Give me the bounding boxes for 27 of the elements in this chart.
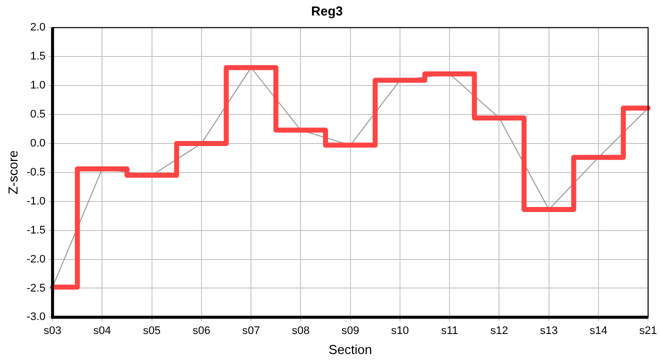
x-axis-title: Section xyxy=(328,342,372,357)
x-tick-label: s06 xyxy=(192,324,210,337)
y-tick-label: 1.5 xyxy=(30,50,46,63)
y-tick-label: 0.5 xyxy=(30,108,46,121)
chart-title: Reg3 xyxy=(311,3,343,18)
y-tick-label: -0.5 xyxy=(26,166,46,178)
y-axis-title: Z-score xyxy=(5,150,20,194)
y-tick-label: -1.0 xyxy=(26,195,46,208)
y-tick-label: -2.0 xyxy=(26,253,46,266)
y-tick-label: 0.0 xyxy=(30,137,46,150)
x-tick-label: s10 xyxy=(391,324,409,337)
y-tick-label: -3.0 xyxy=(26,311,46,324)
x-tick-label: s12 xyxy=(490,324,508,337)
x-tick-label: s05 xyxy=(142,324,161,337)
y-tick-label: 1.0 xyxy=(30,80,46,92)
x-tick-label: s13 xyxy=(540,324,558,337)
x-tick-label: s09 xyxy=(341,324,360,337)
x-tick-label: s04 xyxy=(93,324,112,337)
y-tick-label: -1.5 xyxy=(26,224,46,236)
y-tick-label: 2.0 xyxy=(30,22,46,34)
x-tick-label: s07 xyxy=(242,324,260,337)
x-tick-label: s14 xyxy=(590,324,608,337)
x-tick-label: s21 xyxy=(639,324,658,337)
x-tick-label: s11 xyxy=(441,324,458,337)
x-tick-label: s08 xyxy=(292,324,310,337)
x-tick-label: s03 xyxy=(44,324,62,337)
y-tick-label: -2.5 xyxy=(26,282,46,294)
